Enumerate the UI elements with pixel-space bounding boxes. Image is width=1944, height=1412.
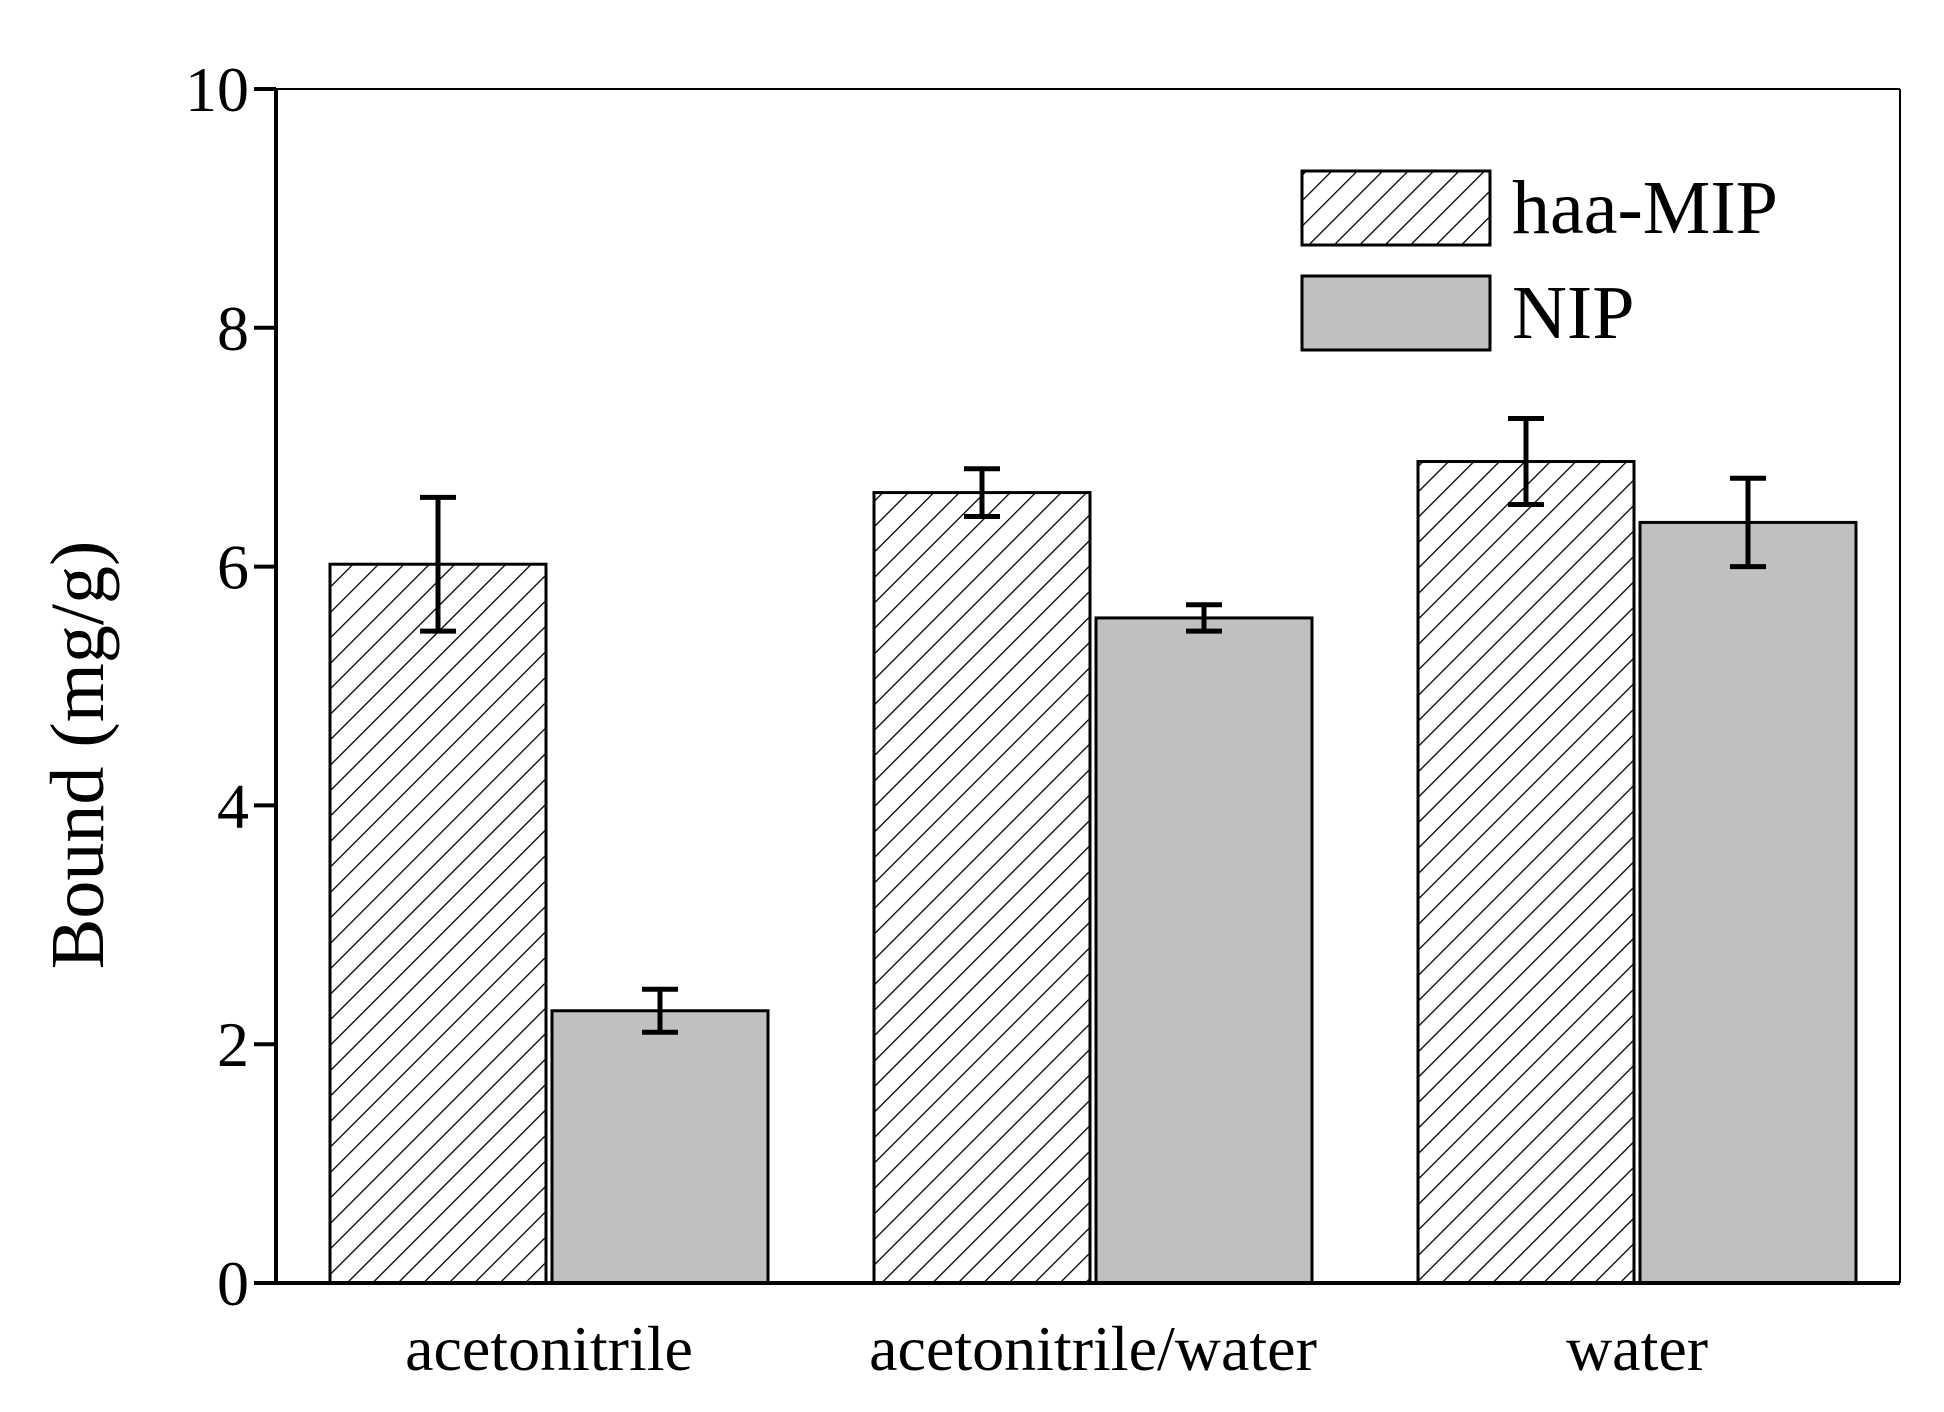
x-tick-label: water <box>1566 1313 1708 1384</box>
error-bar-haa-MIP-acetonitrile/water <box>964 466 1000 519</box>
error-bars-group <box>420 416 1766 1035</box>
bar-haa-MIP-water <box>1416 460 1636 1285</box>
legend: haa-MIP NIP <box>1300 166 1778 355</box>
bars-group <box>328 460 1858 1285</box>
x-tick-label: acetonitrile <box>405 1313 693 1384</box>
y-tick-label: 4 <box>217 770 249 841</box>
legend-label-haa-MIP: haa-MIP <box>1512 166 1778 250</box>
bar-NIP-acetonitrile <box>550 1009 770 1285</box>
bar-NIP-acetonitrile/water <box>1094 616 1314 1285</box>
y-tick-label: 8 <box>217 293 249 364</box>
legend-swatch-haa-MIP <box>1300 169 1492 247</box>
bar-haa-MIP-acetonitrile <box>328 562 548 1285</box>
bar-NIP-water <box>1638 520 1858 1285</box>
x-axis: acetonitrile acetonitrile/water water <box>276 1281 1900 1384</box>
legend-swatch-NIP <box>1300 274 1492 352</box>
error-bar-haa-MIP-water <box>1508 416 1544 508</box>
y-tick-label: 10 <box>185 54 249 125</box>
y-tick-label: 2 <box>217 1009 249 1080</box>
bar-haa-MIP-acetonitrile/water <box>872 491 1092 1285</box>
y-axis: 0 2 4 6 8 10 <box>185 54 278 1319</box>
y-tick-label: 6 <box>217 532 249 603</box>
x-tick-label: acetonitrile/water <box>869 1313 1317 1384</box>
error-bar-haa-MIP-acetonitrile <box>420 494 456 634</box>
error-bar-NIP-acetonitrile/water <box>1186 602 1222 634</box>
legend-label-NIP: NIP <box>1512 271 1634 355</box>
error-bar-NIP-water <box>1730 475 1766 570</box>
plot-area <box>276 88 1901 1283</box>
y-tick-label: 0 <box>217 1248 249 1319</box>
error-bar-NIP-acetonitrile <box>642 986 678 1035</box>
y-axis-title: Bound (mg/g) <box>36 541 120 970</box>
